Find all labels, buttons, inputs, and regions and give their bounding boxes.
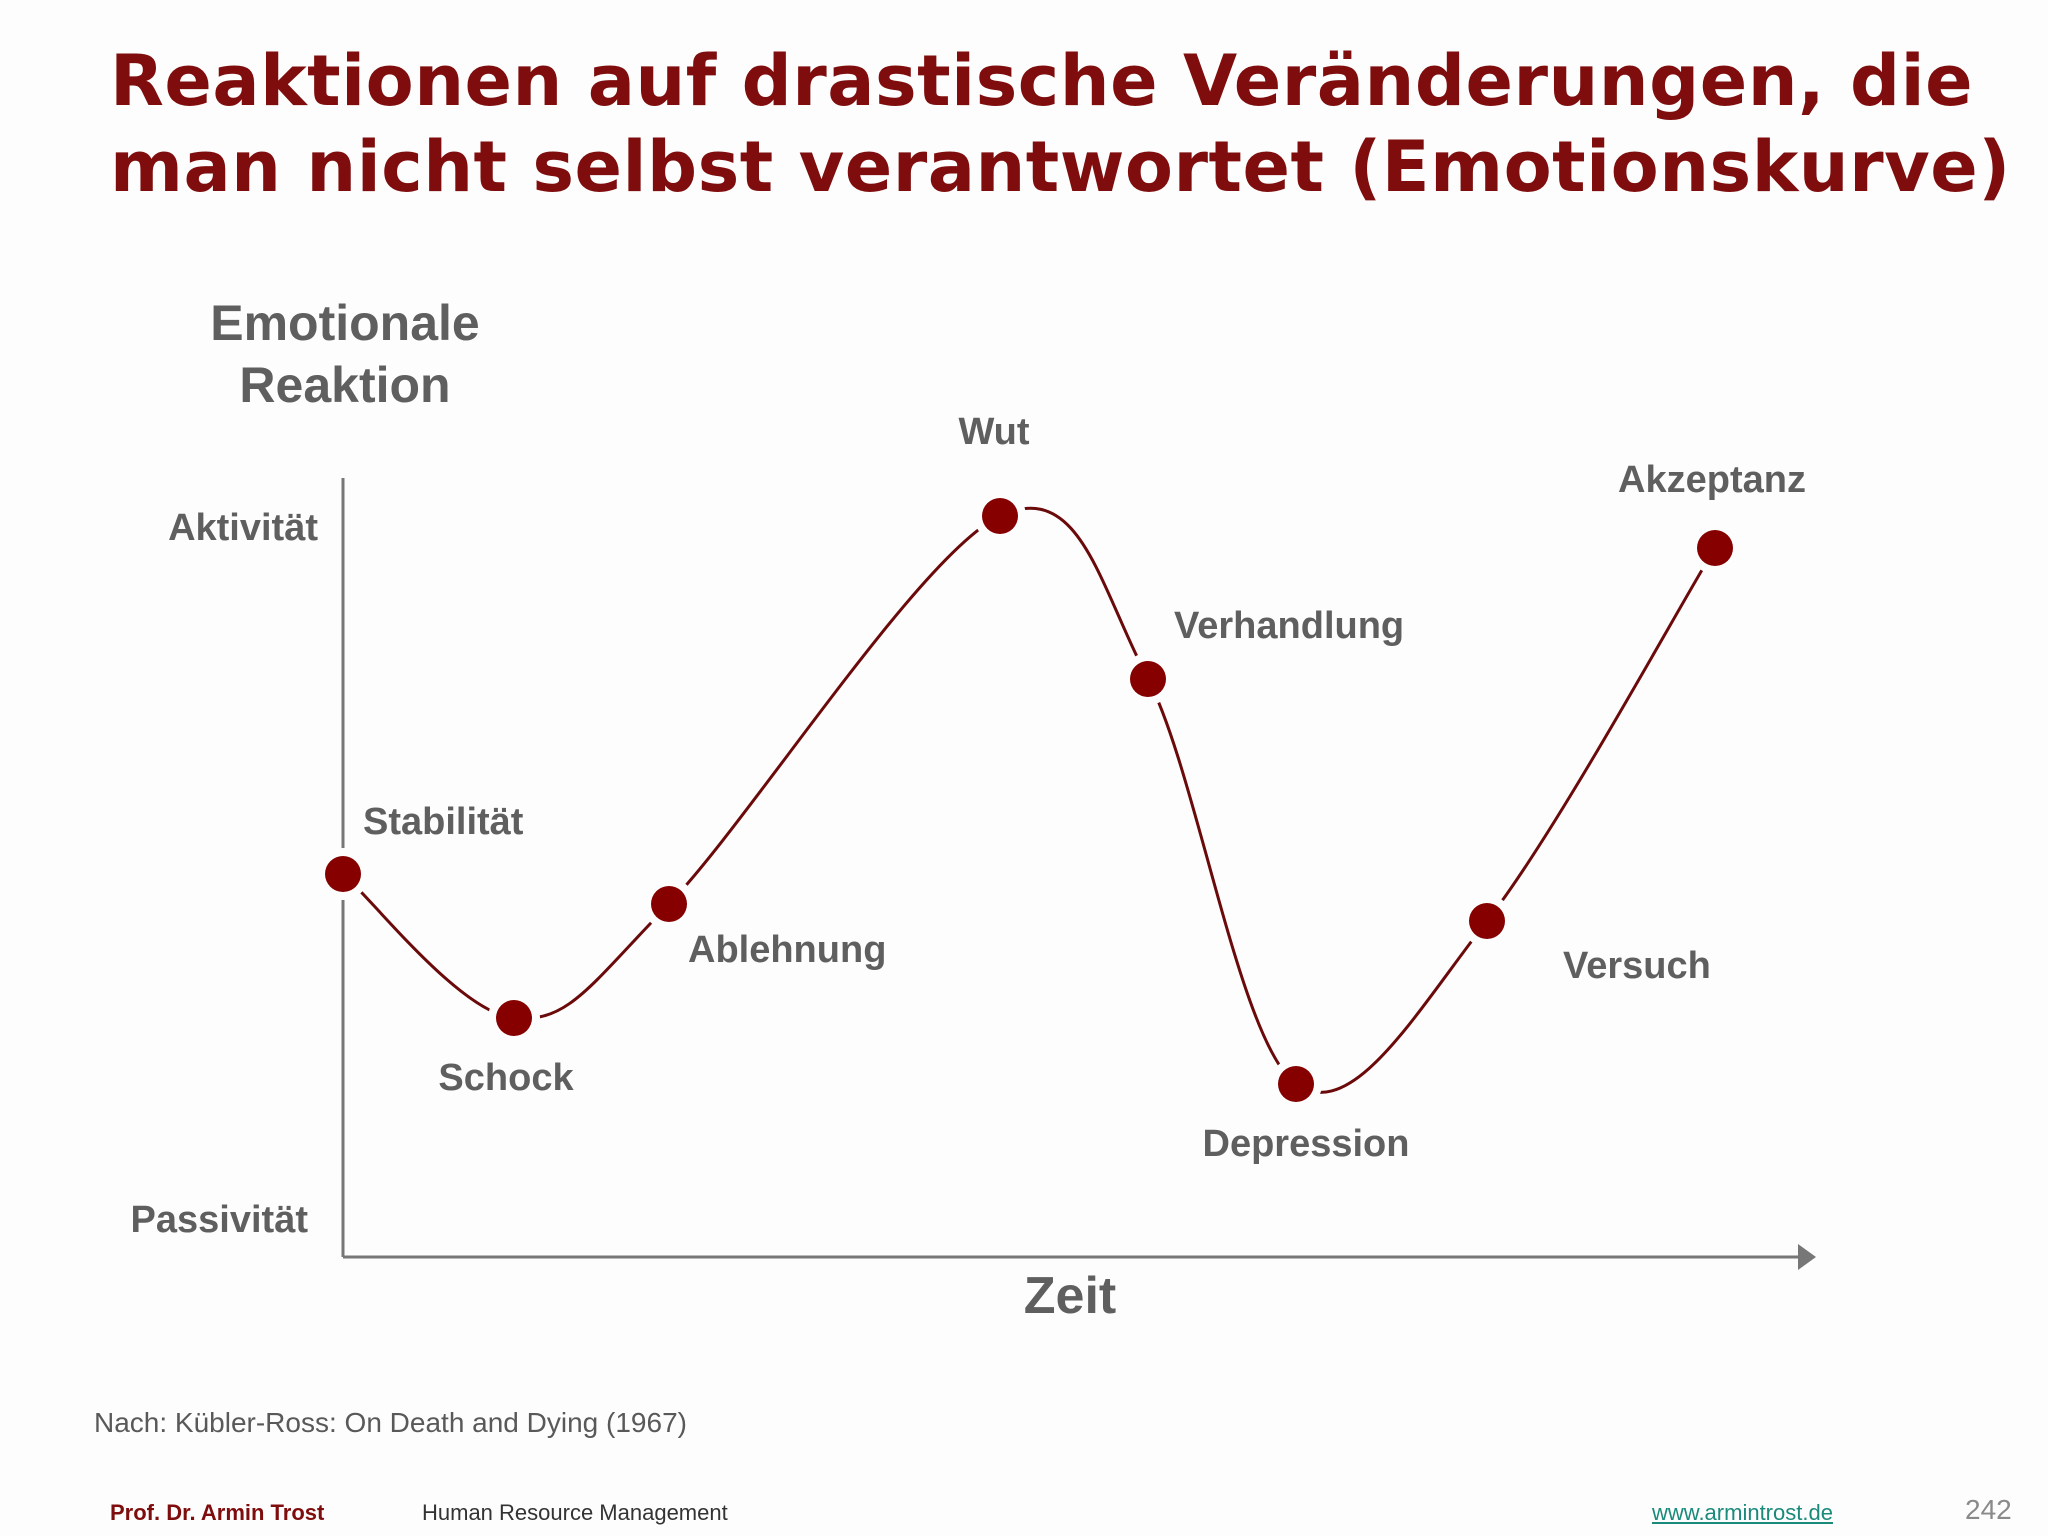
stage-point-stabilitaet — [325, 856, 361, 892]
stage-point-depression — [1278, 1066, 1314, 1102]
stage-point-verhandlung — [1130, 661, 1166, 697]
y-axis-label-line-2: Reaktion — [239, 357, 451, 413]
stage-label-verhandlung: Verhandlung — [1174, 605, 1405, 647]
stage-point-schock — [496, 1000, 532, 1036]
source-note: Nach: Kübler-Ross: On Death and Dying (1… — [94, 1407, 687, 1438]
stage-label-stabilitaet: Stabilität — [363, 801, 524, 843]
slide-title-line-2: man nicht selbst verantwortet (Emotionsk… — [110, 126, 2011, 208]
page-number: 242 — [1965, 1494, 2012, 1525]
stage-label-depression: Depression — [1202, 1123, 1410, 1165]
slide-title: Reaktionen auf drastische Veränderungen,… — [110, 38, 2011, 210]
y-axis-label-line-1: Emotionale — [210, 295, 480, 351]
x-axis-arrowhead — [1798, 1244, 1816, 1270]
stage-point-wut — [982, 498, 1018, 534]
stage-label-akzeptanz: Akzeptanz — [1618, 459, 1806, 501]
footer-website-link[interactable]: www.armintrost.de — [1652, 1500, 1833, 1525]
stage-point-versuch — [1469, 903, 1505, 939]
stage-label-wut: Wut — [958, 411, 1030, 453]
stage-label-schock: Schock — [438, 1057, 574, 1099]
stage-label-versuch: Versuch — [1563, 945, 1711, 987]
emotion-curve-line — [342, 506, 1717, 1094]
x-axis-label: Zeit — [1023, 1267, 1117, 1325]
stage-point-akzeptanz — [1697, 530, 1733, 566]
footer-course: Human Resource Management — [422, 1500, 728, 1525]
stage-point-ablehnung — [651, 886, 687, 922]
y-axis-top-label: Aktivität — [168, 507, 318, 549]
slide-title-line-1: Reaktionen auf drastische Veränderungen,… — [110, 40, 1974, 122]
y-axis-label: Emotionale Reaktion — [130, 292, 560, 416]
footer-author: Prof. Dr. Armin Trost — [110, 1500, 325, 1525]
y-axis-bottom-label: Passivität — [130, 1199, 308, 1241]
stage-label-ablehnung: Ablehnung — [688, 929, 887, 971]
